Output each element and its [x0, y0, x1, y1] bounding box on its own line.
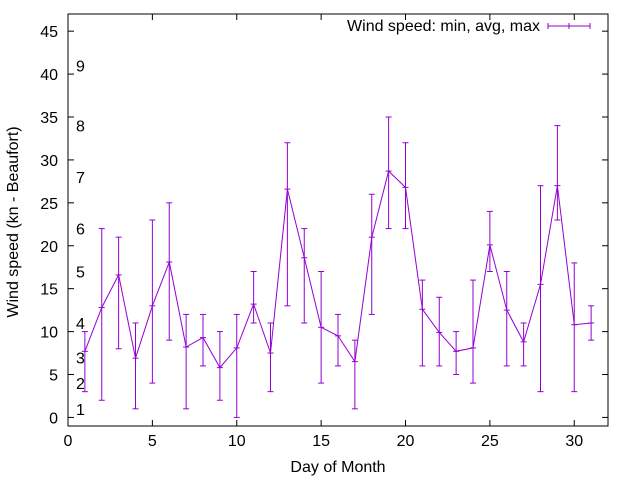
plot-frame	[67, 13, 609, 427]
y-axis-label: Wind speed (kn - Beaufort)	[5, 126, 22, 317]
x-tick-label: 10	[228, 433, 246, 450]
x-axis: 0 5 10 15 20 25 30	[64, 14, 583, 450]
y-tick-label: 10	[40, 325, 58, 342]
beaufort-label: 1	[76, 402, 85, 419]
y-tick-label: 5	[49, 368, 58, 385]
beaufort-label: 8	[76, 119, 85, 136]
y-tick-label: 20	[40, 239, 58, 256]
beaufort-label: 4	[76, 316, 85, 333]
x-tick-label: 25	[481, 433, 499, 450]
x-axis-label: Day of Month	[290, 459, 385, 476]
beaufort-labels: 1 2 3 4 5 6 7 8 9	[76, 59, 85, 419]
y-tick-label: 45	[40, 24, 58, 41]
y-tick-label: 15	[40, 282, 58, 299]
beaufort-label: 2	[76, 376, 85, 393]
y-tick-label: 40	[40, 67, 58, 84]
beaufort-label: 6	[76, 222, 85, 239]
x-tick-label: 20	[397, 433, 415, 450]
y-tick-label: 25	[40, 196, 58, 213]
legend-label: Wind speed: min, avg, max	[347, 18, 540, 35]
legend: Wind speed: min, avg, max	[347, 18, 591, 35]
x-tick-label: 15	[312, 433, 330, 450]
y-tick-label: 0	[49, 410, 58, 427]
series-line	[84, 170, 592, 369]
x-tick-label: 30	[565, 433, 583, 450]
x-tick-label: 5	[148, 433, 157, 450]
y-tick-label: 35	[40, 110, 58, 127]
beaufort-label: 3	[76, 350, 85, 367]
error-bars	[81, 116, 595, 418]
x-tick-label: 0	[64, 433, 73, 450]
y-tick-label: 30	[40, 153, 58, 170]
beaufort-label: 9	[76, 59, 85, 76]
beaufort-label: 7	[76, 170, 85, 187]
series-line-group	[84, 170, 592, 369]
beaufort-label: 5	[76, 265, 85, 282]
